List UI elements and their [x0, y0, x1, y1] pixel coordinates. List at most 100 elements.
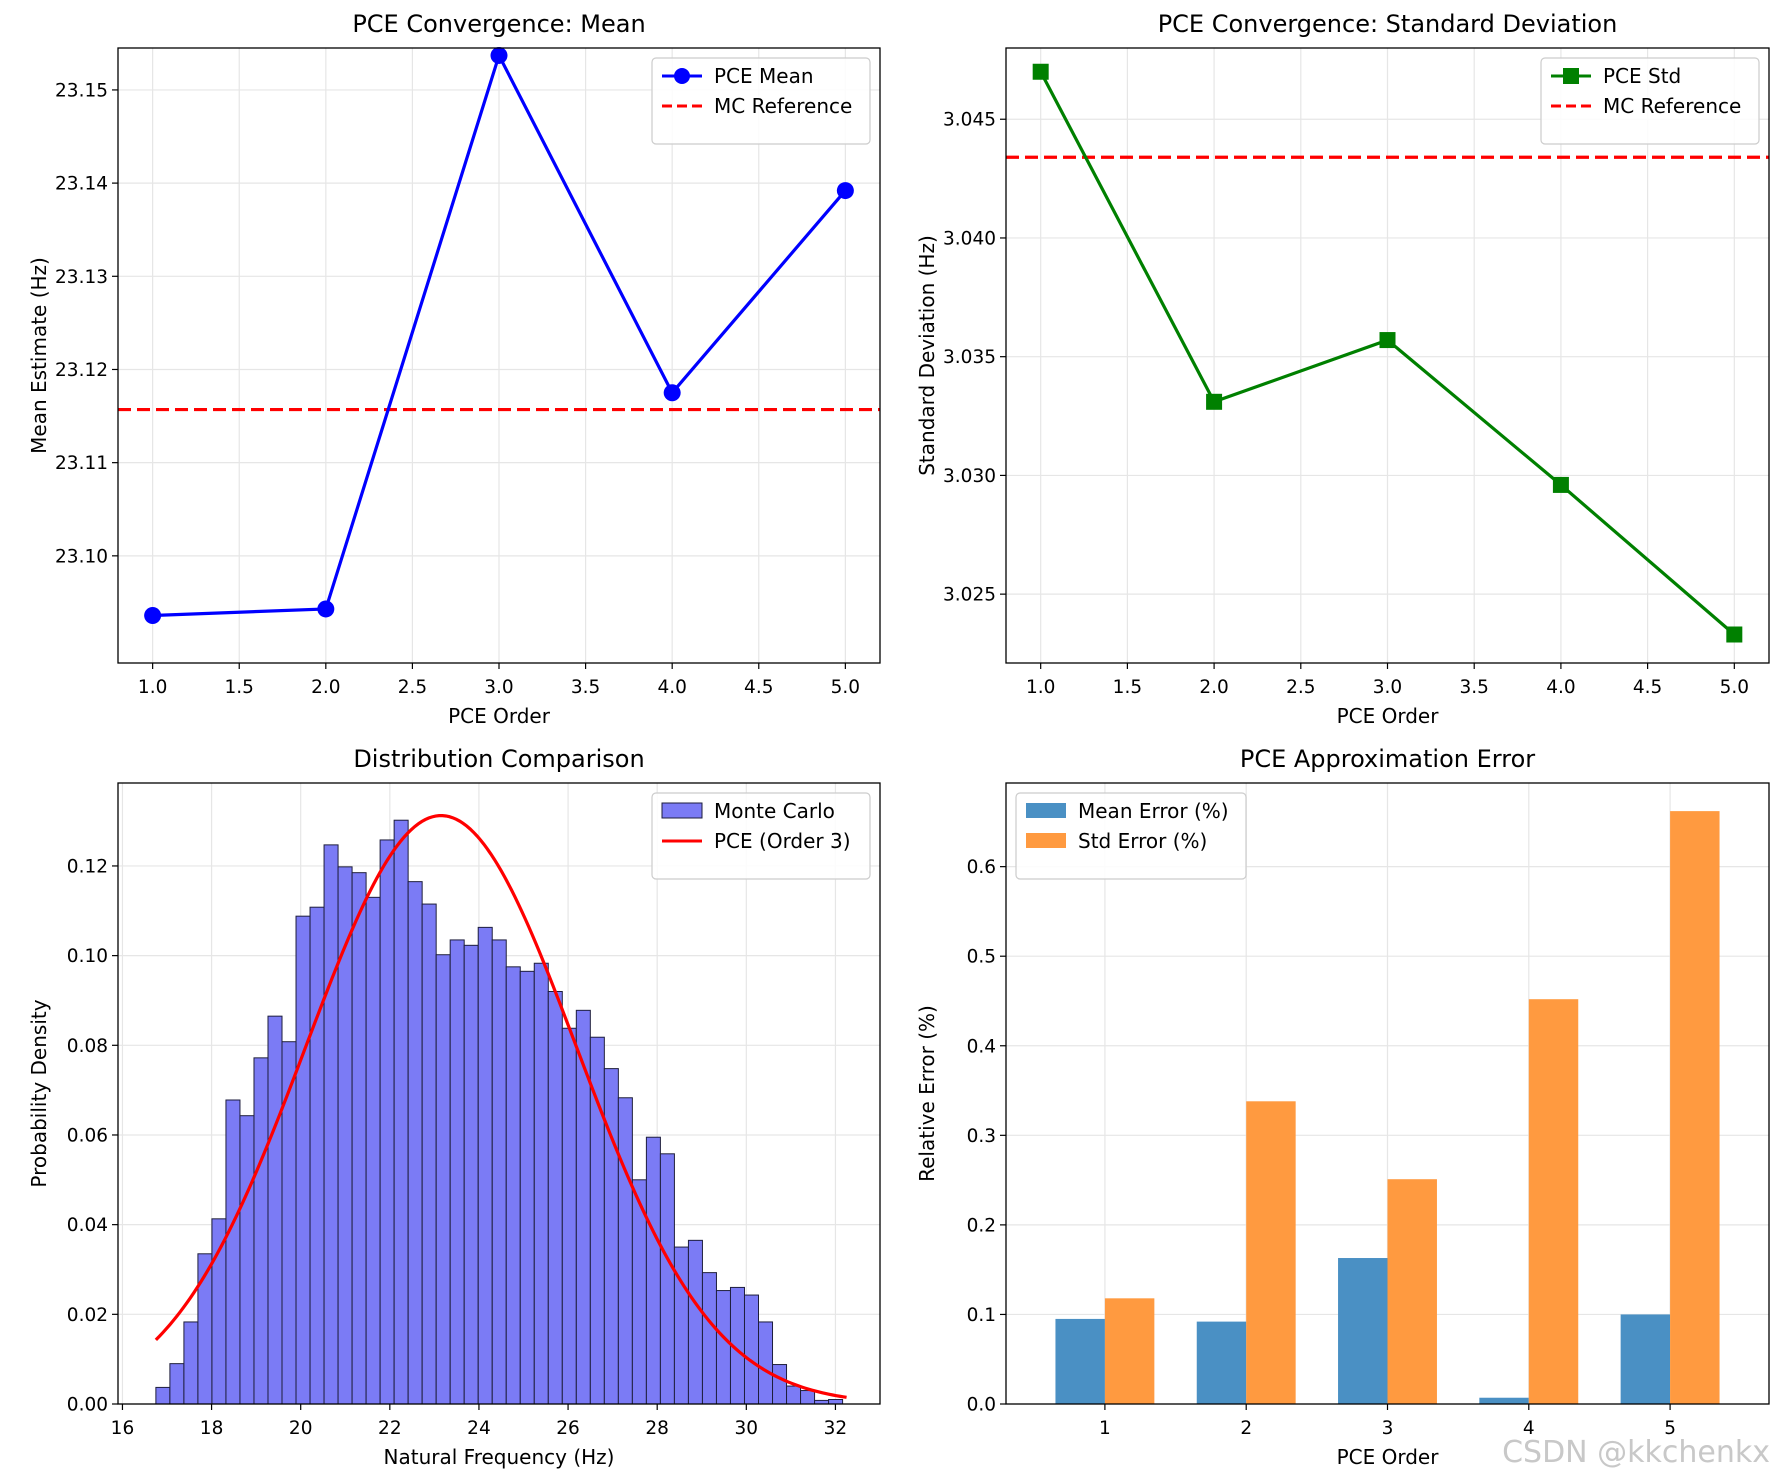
x-tick-label: 4.5 [1633, 677, 1662, 698]
bar [1620, 1314, 1671, 1404]
legend-entry: Mean Error (%) [1026, 799, 1229, 823]
legend-entry: PCE Std [1551, 64, 1681, 88]
histogram-bar [365, 896, 381, 1405]
histogram-bar [561, 1027, 577, 1405]
x-tick-label: 5.0 [1720, 677, 1749, 698]
x-tick-label: 28 [645, 1418, 669, 1439]
legend-label: PCE Mean [714, 64, 814, 88]
data-point [1379, 332, 1396, 349]
chart-title: PCE Approximation Error [1240, 745, 1535, 773]
histogram-bar [281, 1041, 297, 1405]
histogram-bar [295, 915, 311, 1405]
x-tick-label: 3.0 [1373, 677, 1402, 698]
x-tick-label: 1.5 [1113, 677, 1142, 698]
plot-frame [117, 782, 881, 1405]
data-point [1206, 393, 1223, 410]
y-tick-label: 0.0 [967, 1395, 996, 1416]
y-tick-label: 0.04 [67, 1215, 108, 1236]
x-tick-label: 2 [1240, 1418, 1252, 1439]
legend-swatch [661, 802, 703, 819]
y-tick-label: 0.5 [967, 947, 996, 968]
x-tick-label: 16 [111, 1418, 135, 1439]
histogram-bar [379, 839, 395, 1405]
legend-swatch [1026, 803, 1066, 818]
y-tick-label: 0.12 [67, 856, 108, 877]
histogram-bar [267, 1015, 283, 1405]
legend-label: MC Reference [714, 94, 852, 118]
x-axis-label: PCE Order [1337, 1445, 1440, 1469]
x-tick-label: 24 [467, 1418, 491, 1439]
y-tick-label: 0.3 [967, 1126, 996, 1147]
histogram-bar [828, 1399, 844, 1405]
histogram-bar [645, 1136, 661, 1405]
x-tick-label: 5 [1664, 1418, 1676, 1439]
y-axis-label: Standard Deviation (Hz) [915, 235, 939, 476]
histogram-bar [659, 1153, 675, 1405]
bar [1387, 1179, 1437, 1404]
legend-marker [674, 68, 690, 84]
x-tick-label: 1.5 [225, 677, 254, 698]
x-axis-label: PCE Order [448, 704, 551, 728]
distribution-comparison-chart: 16 18 20 22 24 26 28 30 32 0.00 0.02 0.04 0.06 0.08 0.… [27, 745, 881, 1469]
x-tick-label: 3 [1382, 1418, 1394, 1439]
data-point [663, 384, 681, 402]
y-tick-label: 3.025 [943, 585, 996, 606]
legend-marker [1563, 68, 1579, 84]
y-tick-label: 23.14 [55, 174, 108, 195]
x-tick-label: 2.5 [398, 677, 427, 698]
grid-lines [118, 48, 880, 663]
x-tick-label: 18 [200, 1418, 224, 1439]
x-tick-label: 4 [1523, 1418, 1535, 1439]
histogram-bar [211, 1218, 227, 1405]
y-tick-label: 0.6 [967, 857, 996, 878]
legend-box [1540, 57, 1760, 145]
histogram-bar [225, 1099, 241, 1405]
y-axis-label: Mean Estimate (Hz) [27, 257, 51, 454]
histogram-bar [617, 1097, 633, 1405]
x-tick-label: 32 [824, 1418, 848, 1439]
histogram-bar [155, 1386, 171, 1405]
approximation-error-chart: 1 2 3 4 5 0.0 0.1 0.2 0.3 0.4 0.5 0.6 PCE Approximat… [915, 745, 1770, 1469]
x-axis-label: Natural Frequency (Hz) [384, 1445, 615, 1469]
y-tick-label: 23.15 [55, 80, 108, 101]
data-point [1726, 626, 1743, 643]
y-tick-label: 3.030 [943, 466, 996, 487]
histogram-bar [449, 939, 465, 1405]
histogram-bar [239, 1115, 255, 1405]
bar [1528, 999, 1579, 1404]
data-point [836, 182, 854, 200]
x-tick-label: 4.5 [744, 677, 773, 698]
x-tick-label: 4.0 [657, 677, 686, 698]
x-tick-label: 1.0 [138, 677, 167, 698]
legend-entry: Monte Carlo [661, 799, 835, 823]
x-tick-label: 2.0 [1199, 677, 1228, 698]
legend: Monte Carlo PCE (Order 3) [651, 792, 871, 880]
legend-box [651, 792, 871, 880]
histogram-bar [800, 1390, 816, 1405]
bar [1196, 1321, 1247, 1404]
x-tick-label: 3.0 [484, 677, 513, 698]
histogram-bar [323, 844, 339, 1405]
y-tick-label: 23.11 [55, 453, 108, 474]
y-tick-label: 0.1 [967, 1305, 996, 1326]
histogram-bar [421, 903, 437, 1405]
bar [1104, 1298, 1155, 1404]
data-point [490, 46, 508, 64]
legend-entry: MC Reference [1551, 94, 1741, 118]
legend-label: Std Error (%) [1078, 829, 1207, 853]
legend-entry: PCE Mean [662, 64, 814, 88]
bar [1055, 1318, 1105, 1404]
x-tick-label: 30 [735, 1418, 759, 1439]
histogram-bar [491, 939, 507, 1405]
histogram-bar [715, 1290, 731, 1405]
histogram-bar [533, 962, 549, 1405]
legend-box [651, 57, 871, 145]
data-point [317, 600, 335, 618]
histogram-bar [351, 872, 367, 1405]
histogram-bar [687, 1239, 703, 1405]
legend-label: PCE Std [1603, 64, 1681, 88]
legend-entry: MC Reference [662, 94, 852, 118]
y-tick-label: 0.08 [67, 1036, 108, 1057]
chart-title: Distribution Comparison [353, 745, 644, 773]
